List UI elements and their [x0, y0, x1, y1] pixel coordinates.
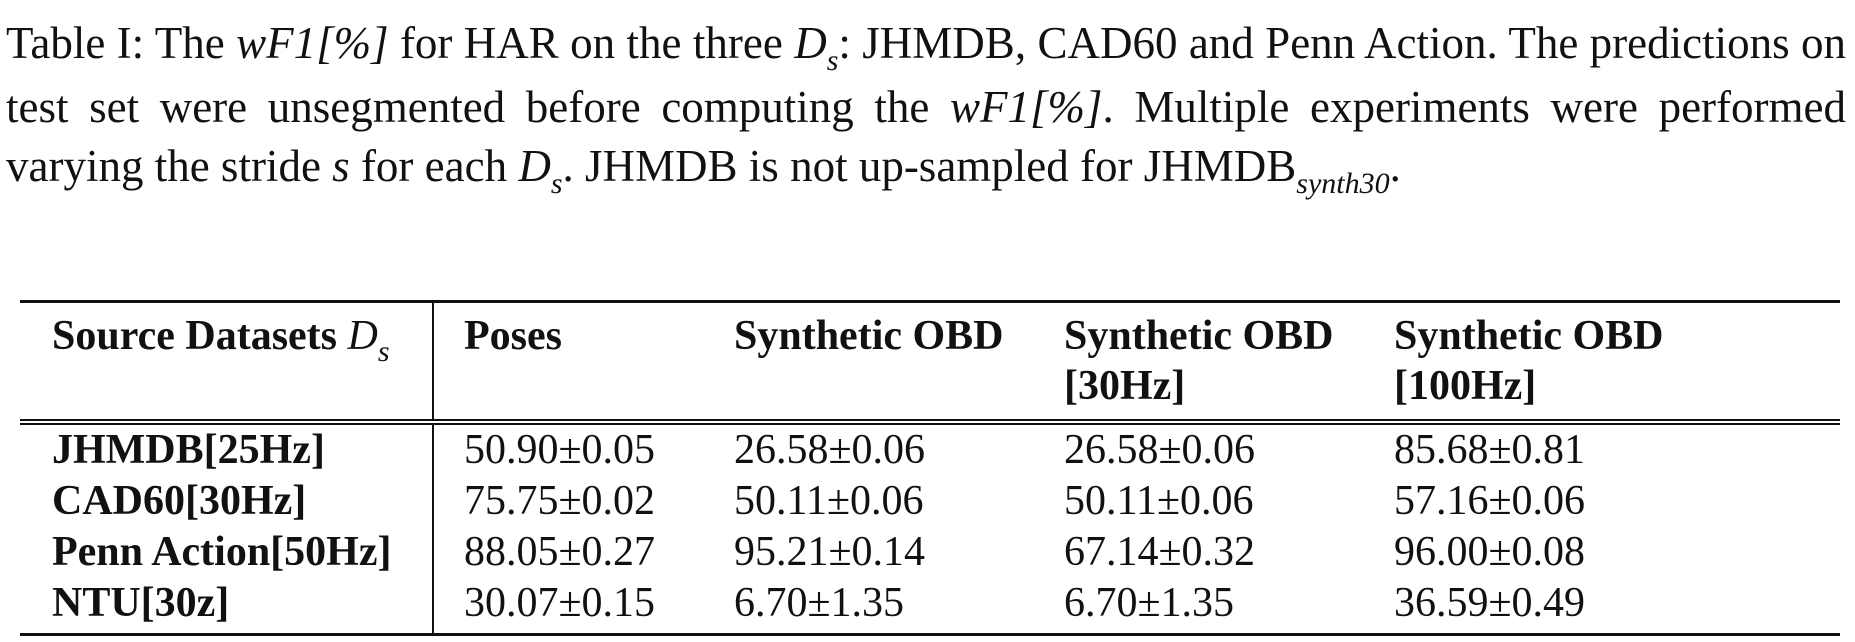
caption-text: for HAR on the three [388, 18, 795, 68]
header-text: Source Datasets [52, 313, 348, 359]
caption-math-ds: D [794, 18, 827, 68]
header-synthetic-obd-100hz: Synthetic OBD [100Hz] [1364, 302, 1840, 423]
cell-obd100: 36.59±0.49 [1364, 578, 1840, 636]
header-synthetic-obd-30hz: Synthetic OBD [30Hz] [1034, 302, 1364, 423]
caption-math-sub: synth30 [1296, 167, 1390, 200]
cell-poses: 50.90±0.05 [433, 419, 704, 476]
table-row: Penn Action[50Hz] 88.05±0.27 95.21±0.14 … [20, 527, 1840, 578]
caption-math-wf1: wF1[%] [236, 18, 389, 68]
header-poses: Poses [464, 313, 562, 359]
caption-math-stride: s [332, 141, 350, 191]
cell-obd: 26.58±0.06 [704, 419, 1034, 476]
header-source-datasets: Source Datasets Ds [20, 301, 434, 422]
header-text: Synthetic OBD [1394, 313, 1664, 359]
caption-text: for each [349, 141, 519, 191]
row-dataset: NTU[30z] [20, 578, 434, 636]
header-text: [100Hz] [1394, 363, 1537, 409]
row-dataset: Penn Action[50Hz] [20, 527, 434, 578]
cell-obd30: 50.11±0.06 [1064, 478, 1254, 524]
caption-math-wf1: wF1[%] [950, 82, 1103, 132]
cell-poses: 30.07±0.15 [433, 578, 704, 636]
table-row: CAD60[30Hz] 75.75±0.02 50.11±0.06 50.11±… [20, 476, 1840, 527]
table-row: JHMDB[25Hz] 50.90±0.05 26.58±0.06 26.58±… [20, 419, 1840, 476]
cell-obd30: 6.70±1.35 [1034, 578, 1364, 636]
cell-obd30: 26.58±0.06 [1034, 419, 1364, 476]
table-caption: Table I: The wF1[%] for HAR on the three… [6, 14, 1846, 201]
cell-poses: 75.75±0.02 [464, 478, 656, 524]
header-math-sub: s [377, 335, 390, 368]
cell-poses: 88.05±0.27 [464, 529, 656, 575]
header-synthetic-obd: Synthetic OBD [734, 313, 1004, 359]
caption-text: . Multiple experiments were performed va… [6, 82, 1846, 191]
cell-obd100: 96.00±0.08 [1394, 529, 1586, 575]
cell-obd100: 57.16±0.06 [1394, 478, 1586, 524]
caption-math-sub: s [550, 167, 563, 200]
header-math: D [347, 313, 378, 359]
results-table: Source Datasets Ds Poses Synthetic OBD S… [20, 300, 1840, 636]
table-header-row: Source Datasets Ds Poses Synthetic OBD S… [20, 301, 1840, 423]
cell-obd: 6.70±1.35 [704, 578, 1034, 636]
cell-obd100: 85.68±0.81 [1364, 419, 1840, 476]
row-dataset: CAD60[30Hz] [20, 476, 434, 527]
cell-obd: 95.21±0.14 [734, 529, 926, 575]
cell-obd: 50.11±0.06 [734, 478, 924, 524]
caption-text: . [1389, 141, 1401, 191]
header-text: Synthetic OBD [1064, 313, 1334, 359]
cell-obd30: 67.14±0.32 [1064, 529, 1256, 575]
header-text: [30Hz] [1064, 363, 1186, 409]
caption-text: : JHMDB, CAD60 and Penn Action. The pred… [6, 18, 1847, 132]
table-row: NTU[30z] 30.07±0.15 6.70±1.35 6.70±1.35 … [20, 578, 1840, 636]
caption-math-ds: D [518, 141, 551, 191]
caption-text: . JHMDB is not up-sampled for JHMDB [562, 141, 1297, 191]
row-dataset: JHMDB[25Hz] [20, 419, 434, 476]
caption-text: Table I: The [6, 18, 237, 68]
caption-math-sub: s [826, 44, 839, 77]
